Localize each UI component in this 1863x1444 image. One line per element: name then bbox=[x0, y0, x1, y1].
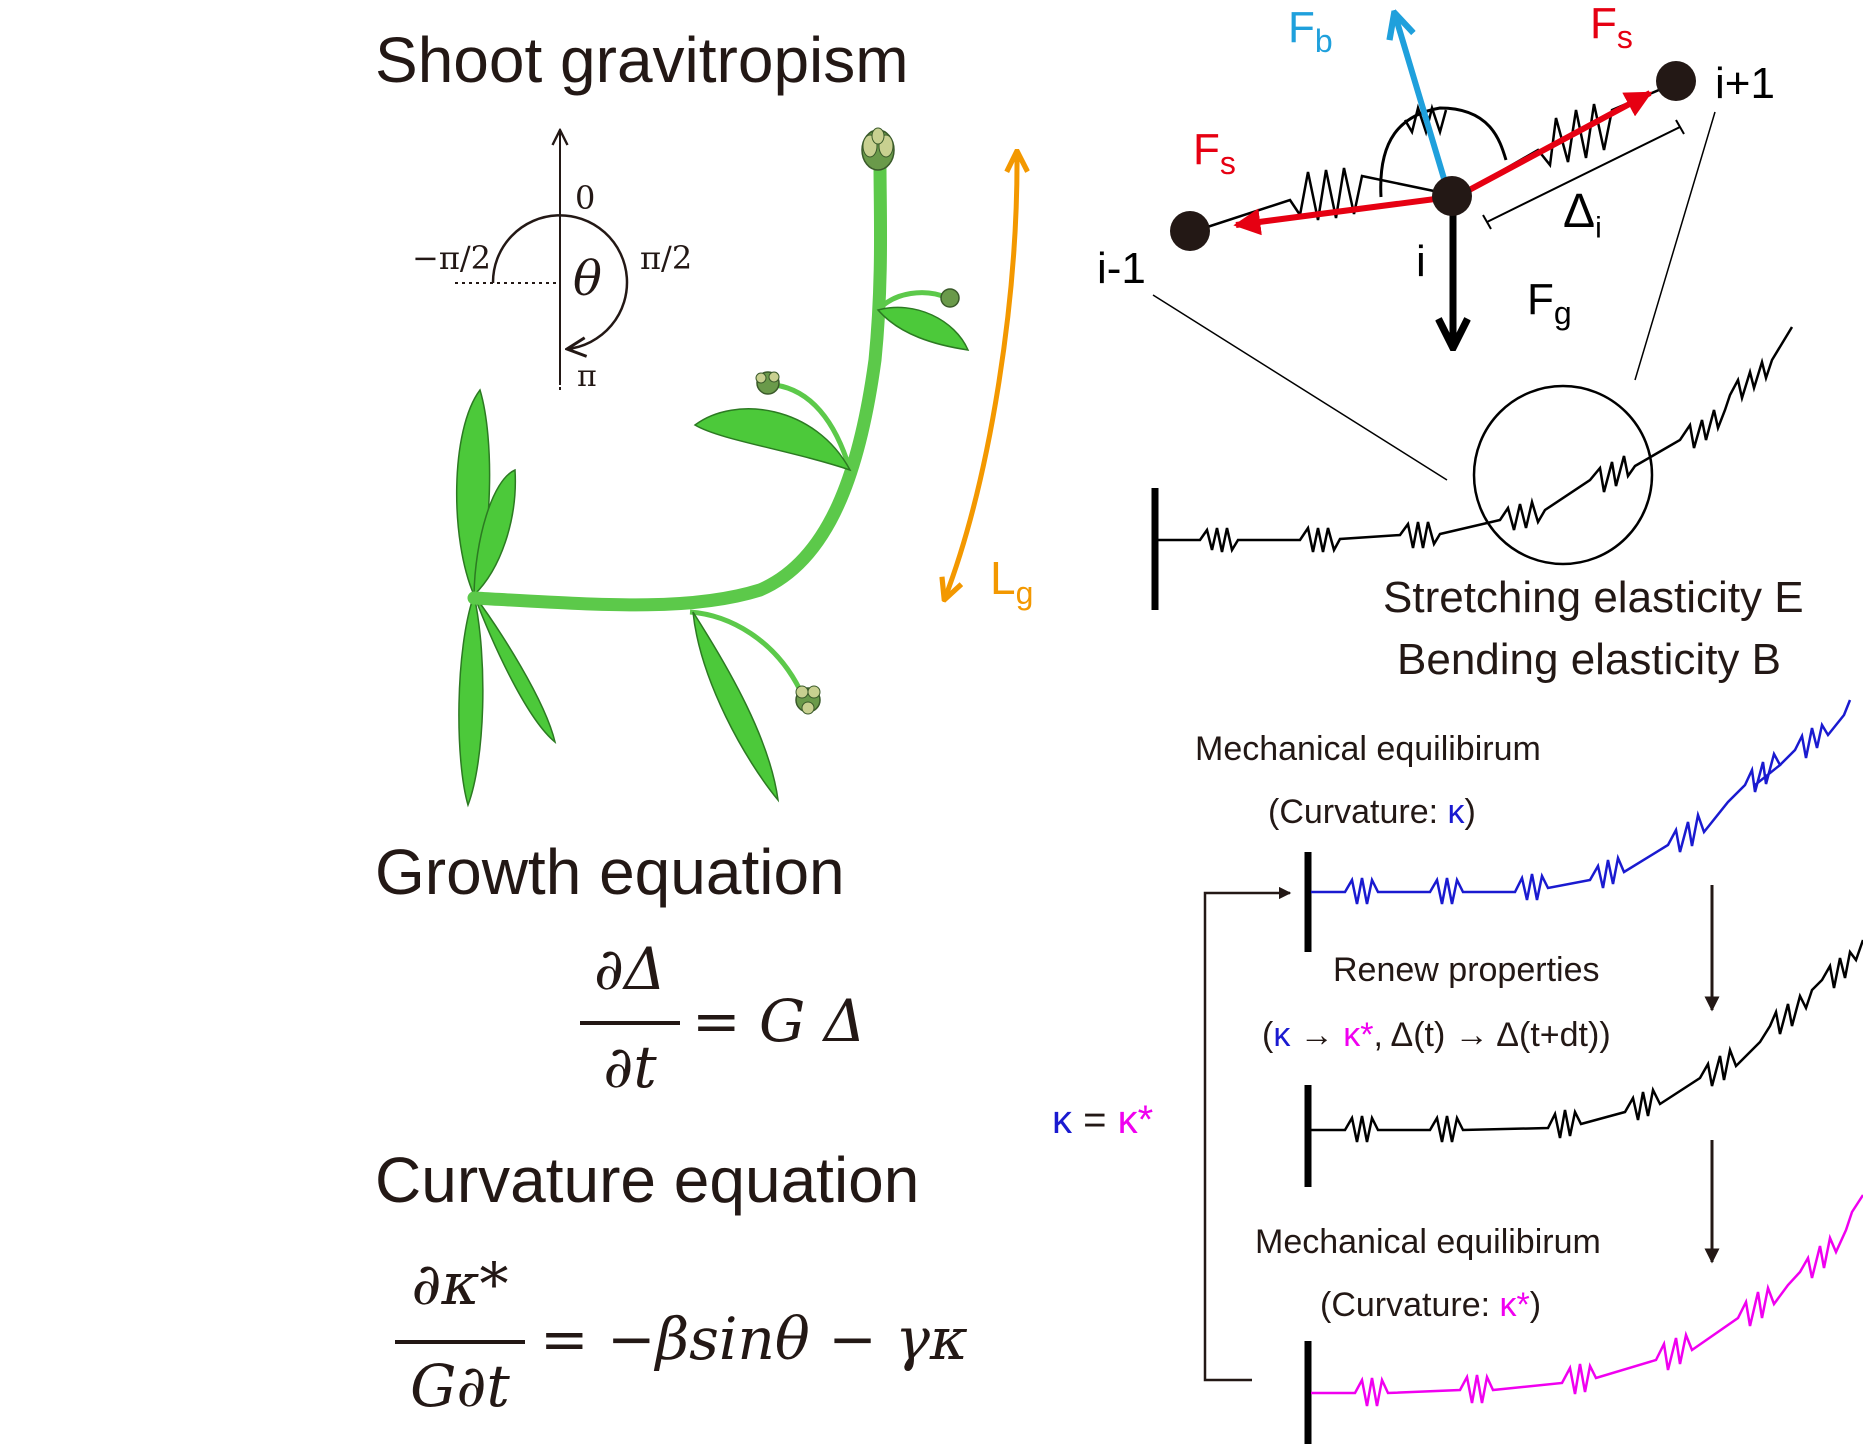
equilibrium-label-1: Mechanical equilibirum bbox=[1195, 730, 1541, 768]
angle-neg-half-pi-label: −π/2 bbox=[412, 239, 491, 277]
force-bending-label: Fb bbox=[1288, 3, 1333, 59]
curvature-numerator: ∂κ* bbox=[411, 1250, 509, 1318]
node-prev-label: i-1 bbox=[1097, 244, 1146, 293]
growth-denominator: ∂t bbox=[603, 1033, 657, 1101]
node-current-label: i bbox=[1416, 237, 1426, 286]
force-stretch-left-label: Fs bbox=[1193, 125, 1236, 181]
stretching-elasticity-label: Stretching elasticity E bbox=[1383, 573, 1804, 622]
spring-detail bbox=[1152, 15, 1716, 481]
curvature-label-1: (Curvature: κ) bbox=[1268, 793, 1476, 831]
growth-numerator: ∂Δ bbox=[594, 935, 666, 1003]
theta-label: θ bbox=[573, 251, 602, 307]
angle-pi-label: π bbox=[577, 359, 597, 394]
beam-magenta bbox=[1304, 1194, 1863, 1444]
beam-blue bbox=[1304, 699, 1852, 952]
feedback-loop bbox=[1203, 886, 1292, 1382]
angle-schematic bbox=[455, 130, 629, 390]
shoot-title: Shoot gravitropism bbox=[375, 24, 909, 96]
theta-arc bbox=[491, 214, 629, 349]
renew-label: Renew properties bbox=[1333, 951, 1600, 989]
plant-illustration bbox=[455, 127, 1017, 808]
curvature-rhs: = −βsinθ − γκ bbox=[540, 1305, 968, 1373]
growth-fraction-bar bbox=[580, 1021, 680, 1025]
segment-length-label: Δi bbox=[1563, 185, 1602, 245]
bending-elasticity-label: Bending elasticity B bbox=[1397, 635, 1781, 684]
feedback-label: κ = κ* bbox=[1052, 1098, 1154, 1142]
curvature-equation: ∂κ* G∂t = −βsinθ − γκ bbox=[395, 1250, 1075, 1435]
renew-detail-label: (κ → κ*, Δ(t) → Δ(t+dt)) bbox=[1262, 1016, 1611, 1054]
force-gravity-label: Fg bbox=[1527, 275, 1572, 331]
equilibrium-label-2: Mechanical equilibirum bbox=[1255, 1223, 1601, 1261]
curvature-denominator: G∂t bbox=[410, 1352, 510, 1420]
cantilever-model bbox=[1151, 326, 1794, 610]
growth-equation: ∂Δ ∂t = G Δ bbox=[580, 935, 866, 1115]
growth-title: Growth equation bbox=[375, 836, 845, 908]
node-next-label: i+1 bbox=[1715, 59, 1775, 108]
curvature-title: Curvature equation bbox=[375, 1144, 920, 1216]
beam-black bbox=[1304, 939, 1863, 1187]
force-stretch-right-label: Fs bbox=[1590, 0, 1633, 55]
lg-label: Lg bbox=[990, 552, 1034, 612]
zoom-circle bbox=[1472, 384, 1654, 566]
growth-rhs: = G Δ bbox=[692, 987, 866, 1055]
lg-arrow bbox=[945, 153, 1017, 598]
angle-zero-label: 0 bbox=[575, 179, 596, 217]
curvature-fraction-bar bbox=[395, 1340, 525, 1344]
angle-half-pi-label: π/2 bbox=[640, 239, 693, 277]
curvature-label-2: (Curvature: κ*) bbox=[1320, 1286, 1542, 1324]
